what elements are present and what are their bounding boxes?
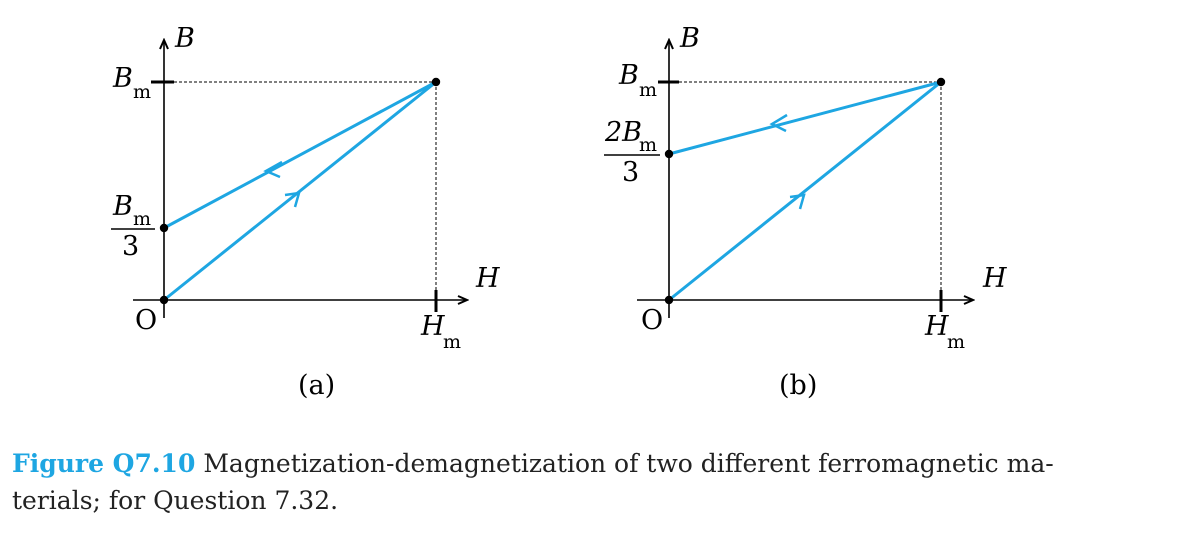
b-axis-label-b: B: [679, 23, 700, 54]
down-arrow-b: [769, 113, 788, 133]
figure-number: Figure Q7.10: [12, 449, 196, 478]
subfigure-label-a: (a): [298, 370, 335, 401]
magnetization-curve-a: [163, 80, 437, 302]
bm-label-sub-a: m: [133, 81, 151, 103]
subfigure-label-b: (b): [779, 370, 817, 401]
b-axis-label-a: B: [174, 23, 195, 54]
saturation-point-a: [431, 77, 441, 87]
bm-label-sub-b: m: [639, 79, 657, 101]
remanence-numerator-sub-b: m: [639, 134, 657, 156]
figure-caption: Figure Q7.10 Magnetization-demagnetizati…: [12, 445, 1162, 519]
remanence-numerator-b: 2B: [604, 117, 642, 148]
h-axis-label-a: H: [475, 263, 500, 294]
down-arrow-a: [263, 160, 283, 179]
bm-label-a: B: [112, 63, 133, 94]
hm-label-sub-a: m: [443, 331, 461, 353]
origin-label-b: O: [641, 305, 663, 336]
bm-label-b: B: [618, 60, 639, 91]
saturation-point-b: [936, 77, 946, 87]
origin-point-b: [664, 295, 674, 305]
origin-point-a: [159, 295, 169, 305]
magnetization-curve-b: [668, 80, 942, 302]
hm-label-a: H: [420, 311, 445, 342]
hm-label-sub-b: m: [947, 331, 965, 353]
remanence-point-a: [159, 223, 169, 233]
up-arrow-b: [789, 193, 806, 210]
remanence-numerator-a: B: [112, 191, 133, 222]
diagram-a: B H O B m H m B m 3 (a): [111, 23, 500, 401]
remanence-denominator-a: 3: [122, 231, 139, 262]
caption-line-1: Figure Q7.10 Magnetization-demagnetizati…: [12, 445, 1162, 482]
demagnetization-curve-b: [668, 80, 942, 156]
origin-label-a: O: [135, 305, 157, 336]
remanence-numerator-sub-a: m: [133, 208, 151, 230]
h-axis-label-b: H: [982, 263, 1007, 294]
remanence-point-b: [664, 149, 674, 159]
remanence-denominator-b: 3: [622, 157, 639, 188]
hm-label-b: H: [924, 311, 949, 342]
diagram-b: B H O B m H m 2B m 3 (b): [604, 23, 1007, 401]
caption-text-line-1: Magnetization-demagnetization of two dif…: [203, 449, 1054, 478]
up-arrow-a: [284, 191, 301, 208]
demagnetization-curve-a: [163, 80, 437, 230]
caption-text-line-2: terials; for Question 7.32.: [12, 486, 339, 515]
